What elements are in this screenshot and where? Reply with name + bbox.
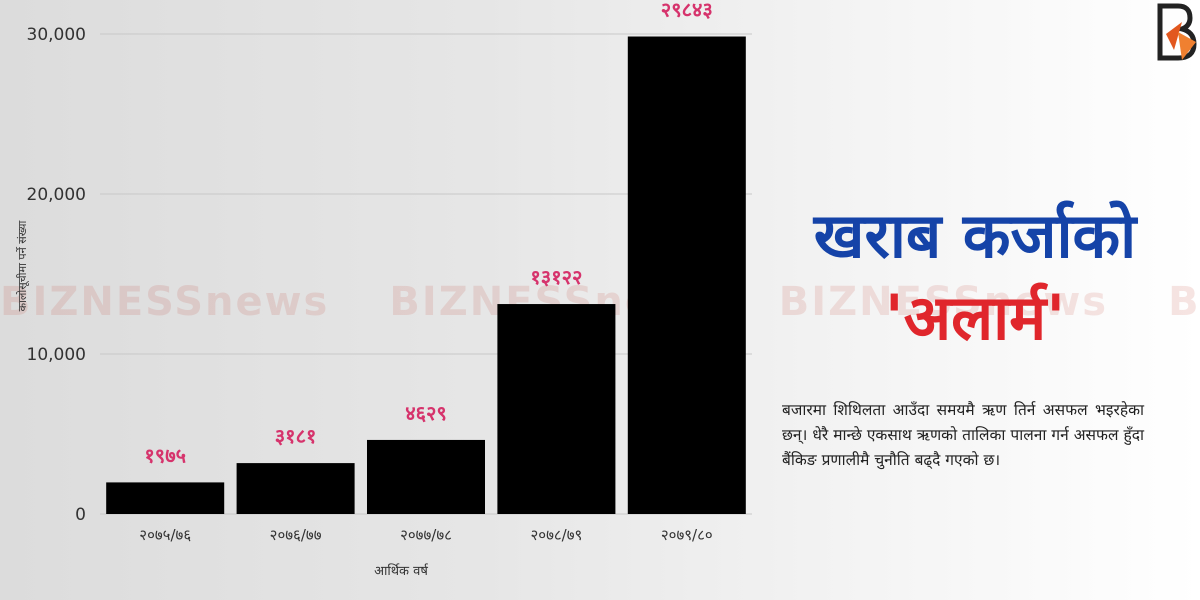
x-tick-label: २०७५/७६ (139, 526, 191, 544)
data-label: ४६२९ (405, 401, 447, 425)
data-label: ३१८१ (275, 424, 317, 448)
bar (236, 463, 355, 514)
y-tick-label: 20,000 (27, 185, 86, 205)
data-label: १३१२२ (530, 265, 582, 289)
x-tick-label: २०७७/७८ (400, 526, 452, 544)
brand-logo (1157, 3, 1197, 61)
bar (497, 304, 616, 514)
description-text: बजारमा शिथिलता आउँदा समयमै ऋण तिर्न असफल… (782, 401, 1144, 469)
headline-subtitle: 'अलार्म' (884, 281, 1066, 354)
headline-title: खराब कर्जाको (813, 199, 1137, 272)
x-tick-label: २०७९/८० (661, 526, 713, 544)
y-axis-label: कालोसूचीमा पर्ने संख्या (16, 220, 30, 311)
bar (366, 439, 486, 514)
data-label: २९८४३ (661, 0, 713, 22)
x-tick-label: २०७८/७९ (530, 526, 582, 544)
y-tick-label: 10,000 (27, 345, 86, 365)
y-tick-label: 30,000 (27, 25, 86, 45)
bar-chart: 0 10,000 20,000 30,000 १९७५ २०७५/७६ ३१८१ २०७६/७… (16, 0, 752, 579)
data-label: १९७५ (144, 443, 186, 467)
bar (627, 36, 746, 515)
y-tick-label: 0 (75, 505, 86, 525)
x-axis-label: आर्थिक वर्ष (374, 563, 429, 579)
bar (106, 482, 225, 514)
x-tick-label: २०७६/७७ (270, 526, 322, 544)
